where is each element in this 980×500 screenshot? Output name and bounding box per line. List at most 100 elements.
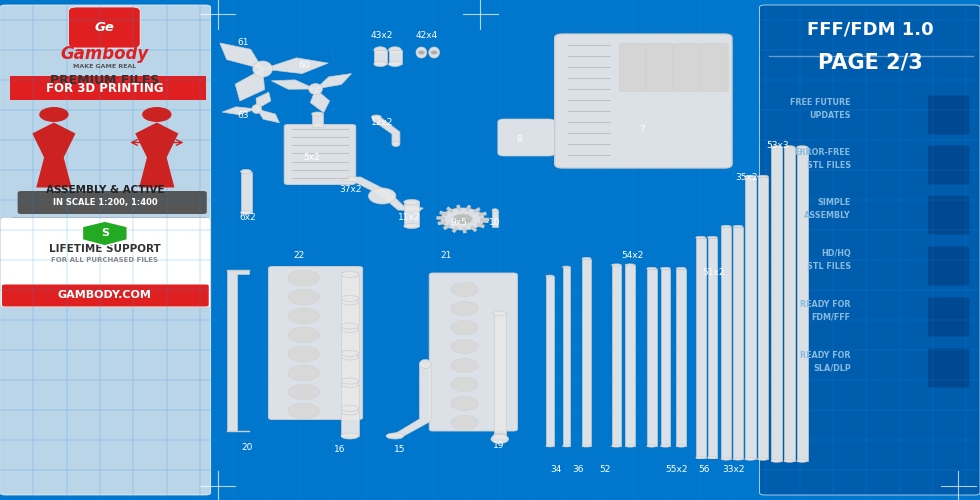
Text: 37x2: 37x2 xyxy=(340,184,362,194)
Ellipse shape xyxy=(493,311,507,316)
Text: 35x2: 35x2 xyxy=(736,173,758,182)
Ellipse shape xyxy=(441,208,484,230)
FancyBboxPatch shape xyxy=(928,348,969,388)
FancyBboxPatch shape xyxy=(555,34,732,168)
Ellipse shape xyxy=(429,47,439,58)
Ellipse shape xyxy=(253,61,272,77)
Bar xyxy=(341,357,359,381)
Text: 20: 20 xyxy=(241,443,253,452)
Polygon shape xyxy=(263,58,328,74)
Bar xyxy=(708,238,717,458)
Ellipse shape xyxy=(341,272,359,278)
Polygon shape xyxy=(227,270,249,431)
Bar xyxy=(721,226,731,459)
Text: PREMIUM FILES: PREMIUM FILES xyxy=(50,74,160,86)
Ellipse shape xyxy=(341,323,359,329)
Ellipse shape xyxy=(404,224,419,228)
Text: 61: 61 xyxy=(237,38,249,47)
FancyBboxPatch shape xyxy=(18,191,207,214)
Ellipse shape xyxy=(341,354,359,360)
Circle shape xyxy=(288,327,319,343)
Text: FOR ALL PURCHASED FILES: FOR ALL PURCHASED FILES xyxy=(51,257,159,263)
Polygon shape xyxy=(135,122,178,188)
Ellipse shape xyxy=(341,326,359,332)
Bar xyxy=(625,265,635,446)
Circle shape xyxy=(39,107,69,122)
Ellipse shape xyxy=(771,146,782,148)
Ellipse shape xyxy=(371,115,381,119)
Ellipse shape xyxy=(419,360,431,368)
Bar xyxy=(404,202,419,226)
Bar xyxy=(733,226,743,459)
Circle shape xyxy=(451,396,478,410)
Polygon shape xyxy=(82,221,127,246)
Bar xyxy=(612,265,621,446)
Ellipse shape xyxy=(386,433,404,439)
FancyBboxPatch shape xyxy=(429,273,517,431)
Polygon shape xyxy=(316,74,352,89)
Text: 51x2: 51x2 xyxy=(703,268,724,277)
Ellipse shape xyxy=(563,445,570,447)
Circle shape xyxy=(451,416,478,430)
Text: 19: 19 xyxy=(493,442,505,450)
Ellipse shape xyxy=(341,433,359,439)
Text: MAKE GAME REAL: MAKE GAME REAL xyxy=(74,64,136,68)
Text: ERROR-FREE
STL FILES: ERROR-FREE STL FILES xyxy=(795,148,851,170)
Ellipse shape xyxy=(252,104,262,114)
Ellipse shape xyxy=(784,460,795,462)
Ellipse shape xyxy=(745,458,756,460)
Text: HD/HQ
STL FILES: HD/HQ STL FILES xyxy=(807,249,851,271)
Ellipse shape xyxy=(388,47,402,53)
Ellipse shape xyxy=(696,456,706,458)
Ellipse shape xyxy=(312,112,323,116)
Ellipse shape xyxy=(647,445,657,447)
Circle shape xyxy=(451,302,478,316)
Ellipse shape xyxy=(612,264,621,266)
Text: SIMPLE
ASSEMBLY: SIMPLE ASSEMBLY xyxy=(804,198,851,220)
Ellipse shape xyxy=(374,47,386,53)
Text: LIFETIME SUPPORT: LIFETIME SUPPORT xyxy=(49,244,161,254)
Text: 54x2: 54x2 xyxy=(621,250,643,260)
Ellipse shape xyxy=(647,268,657,270)
Polygon shape xyxy=(372,117,400,144)
Text: FOR 3D PRINTING: FOR 3D PRINTING xyxy=(46,82,164,94)
Ellipse shape xyxy=(546,275,554,277)
Bar xyxy=(758,176,768,459)
Ellipse shape xyxy=(612,445,621,447)
Text: S: S xyxy=(101,228,109,238)
Ellipse shape xyxy=(797,146,808,148)
Text: READY FOR
FDM/FFF: READY FOR FDM/FFF xyxy=(800,300,851,322)
Bar xyxy=(374,50,387,64)
Circle shape xyxy=(288,289,319,305)
Text: 11x2: 11x2 xyxy=(399,213,420,222)
Ellipse shape xyxy=(309,84,322,94)
Circle shape xyxy=(288,384,319,400)
Circle shape xyxy=(451,340,478,353)
Ellipse shape xyxy=(241,210,251,214)
Text: 12x2: 12x2 xyxy=(371,118,393,127)
Ellipse shape xyxy=(417,50,425,54)
Bar xyxy=(784,147,795,461)
Bar xyxy=(341,384,359,408)
Circle shape xyxy=(288,365,319,381)
Text: PAGE 2/3: PAGE 2/3 xyxy=(818,53,922,73)
Ellipse shape xyxy=(341,382,359,388)
Ellipse shape xyxy=(696,236,706,238)
Ellipse shape xyxy=(388,62,402,66)
Ellipse shape xyxy=(416,47,426,58)
Ellipse shape xyxy=(676,445,686,447)
Text: 55x2: 55x2 xyxy=(665,464,687,473)
Circle shape xyxy=(288,270,319,286)
Polygon shape xyxy=(222,107,257,114)
Text: READY FOR
SLA/DLP: READY FOR SLA/DLP xyxy=(800,351,851,373)
Text: 22: 22 xyxy=(293,252,305,260)
Text: 42x4: 42x4 xyxy=(416,30,437,40)
Circle shape xyxy=(142,107,172,122)
Text: 52: 52 xyxy=(599,464,611,473)
Bar xyxy=(341,412,359,436)
Ellipse shape xyxy=(797,460,808,462)
FancyBboxPatch shape xyxy=(646,44,673,92)
Text: 56: 56 xyxy=(698,464,710,473)
Bar xyxy=(494,314,506,436)
Text: 21: 21 xyxy=(440,252,452,260)
